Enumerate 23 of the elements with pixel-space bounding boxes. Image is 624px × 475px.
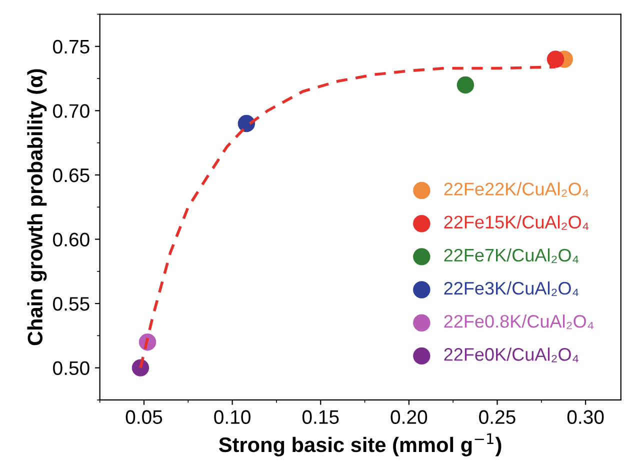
y-tick-label: 0.50 [53, 361, 90, 376]
legend-label: 22Fe0K/CuAl₂O₄ [444, 348, 578, 362]
y-tick-label: 0.75 [53, 40, 90, 54]
x-tick-label: 0.05 [126, 410, 162, 424]
point [456, 76, 474, 94]
point [546, 50, 564, 68]
legend-label: 22Fe22K/CuAl₂O₄ [444, 182, 589, 197]
legend-label: 22Fe3K/CuAl₂O₄ [444, 281, 578, 296]
x-tick-label: 0.25 [479, 410, 516, 424]
legend-label: 22Fe0.8K/CuAl₂O₄ [444, 314, 594, 330]
x-tick-label: 0.30 [567, 410, 604, 424]
y-axis-title: Chain growth probability (α) [27, 69, 47, 346]
y-tick-label: 0.60 [53, 232, 90, 246]
point [238, 114, 256, 132]
x-tick-label: 0.20 [390, 410, 428, 424]
x-tick-label: 0.15 [302, 410, 339, 424]
x-tick-label: 0.10 [214, 410, 250, 424]
y-tick-label: 0.65 [53, 168, 90, 182]
legend-label: 22Fe15K/CuAl₂O₄ [444, 215, 589, 230]
y-tick-label: 0.55 [53, 296, 90, 311]
x-axis-title: Strong basic site (mmol g$^{−1}$) [218, 433, 502, 456]
y-tick-label: 0.70 [53, 104, 90, 118]
legend-label: 22Fe7K/CuAl₂O₄ [444, 248, 578, 263]
